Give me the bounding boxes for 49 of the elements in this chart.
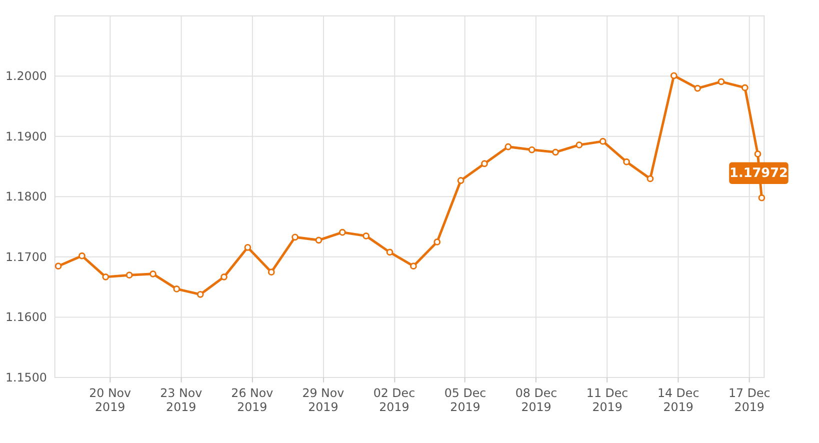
point	[78, 252, 86, 260]
point	[362, 232, 370, 240]
point	[623, 158, 630, 166]
point	[694, 84, 702, 92]
y-tick-label: 1.2000	[5, 69, 47, 84]
point	[338, 228, 346, 236]
point	[244, 244, 252, 251]
x-tick-label: 02 Dec 2019	[373, 386, 416, 414]
x-tick-label: 11 Dec 2019	[586, 386, 628, 414]
point	[457, 177, 464, 184]
point	[196, 290, 204, 298]
x-tick-label: 26 Nov 2019	[231, 386, 274, 414]
point	[504, 143, 512, 150]
point	[718, 78, 725, 86]
point	[754, 150, 762, 158]
x-tick-label: 08 Dec 2019	[515, 386, 558, 414]
point	[528, 146, 536, 154]
x-tick-label: 14 Dec 2019	[657, 386, 700, 414]
x-tick-label: 05 Dec 2019	[444, 386, 486, 414]
point	[741, 84, 748, 92]
point	[758, 194, 766, 202]
point	[292, 234, 299, 241]
annotation: 1.17972	[730, 166, 788, 182]
x-tick-label: 29 Nov 2019	[302, 386, 344, 414]
point	[268, 268, 275, 276]
y-tick-label: 1.1800	[5, 190, 47, 204]
point	[220, 273, 228, 280]
y-tick-label: 1.1700	[5, 250, 47, 264]
point	[173, 286, 180, 292]
x-tick-label: 17 Dec 2019	[728, 386, 770, 414]
point	[434, 238, 441, 246]
point	[646, 175, 654, 182]
y-tick-label: 1.1600	[5, 310, 47, 324]
point	[576, 142, 583, 148]
point	[150, 270, 156, 278]
point	[599, 138, 606, 145]
point	[552, 148, 559, 156]
point	[54, 262, 62, 270]
point	[126, 272, 133, 279]
x-tick-label: 20 Nov 2019	[89, 386, 132, 414]
point	[386, 248, 394, 256]
point	[481, 160, 488, 168]
y-tick-label: 1.1500	[5, 370, 47, 384]
point	[410, 262, 417, 270]
point	[102, 273, 110, 280]
x-tick-label: 23 Nov 2019	[160, 386, 202, 414]
point	[670, 72, 678, 80]
point	[315, 236, 322, 244]
y-tick-label: 1.1900	[5, 129, 47, 144]
